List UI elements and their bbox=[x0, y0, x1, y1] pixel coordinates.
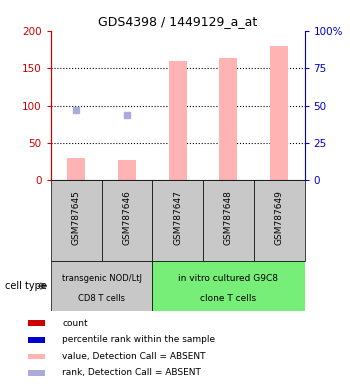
Bar bbox=[28, 320, 45, 326]
Bar bbox=[28, 370, 45, 376]
Bar bbox=[270, 46, 288, 180]
Text: in vitro cultured G9C8: in vitro cultured G9C8 bbox=[178, 274, 278, 283]
Bar bbox=[152, 180, 203, 261]
Bar bbox=[118, 160, 136, 180]
Title: GDS4398 / 1449129_a_at: GDS4398 / 1449129_a_at bbox=[98, 15, 257, 28]
Bar bbox=[219, 58, 237, 180]
Text: GSM787647: GSM787647 bbox=[173, 190, 182, 245]
Text: CD8 T cells: CD8 T cells bbox=[78, 294, 125, 303]
Text: clone T cells: clone T cells bbox=[200, 294, 257, 303]
Bar bbox=[169, 61, 187, 180]
Bar bbox=[51, 261, 152, 311]
Text: rank, Detection Call = ABSENT: rank, Detection Call = ABSENT bbox=[62, 368, 201, 377]
Text: value, Detection Call = ABSENT: value, Detection Call = ABSENT bbox=[62, 352, 206, 361]
Bar bbox=[102, 180, 152, 261]
Bar bbox=[203, 180, 254, 261]
Bar bbox=[152, 261, 304, 311]
Bar bbox=[254, 180, 304, 261]
Text: count: count bbox=[62, 319, 88, 328]
Text: GSM787645: GSM787645 bbox=[72, 190, 80, 245]
Text: transgenic NOD/LtJ: transgenic NOD/LtJ bbox=[62, 274, 141, 283]
Bar bbox=[67, 158, 85, 180]
Bar bbox=[51, 180, 102, 261]
Text: GSM787648: GSM787648 bbox=[224, 190, 233, 245]
Text: percentile rank within the sample: percentile rank within the sample bbox=[62, 335, 216, 344]
Text: cell type: cell type bbox=[5, 281, 47, 291]
Bar bbox=[28, 354, 45, 359]
Text: GSM787646: GSM787646 bbox=[122, 190, 131, 245]
Text: GSM787649: GSM787649 bbox=[275, 190, 284, 245]
Bar bbox=[28, 337, 45, 343]
